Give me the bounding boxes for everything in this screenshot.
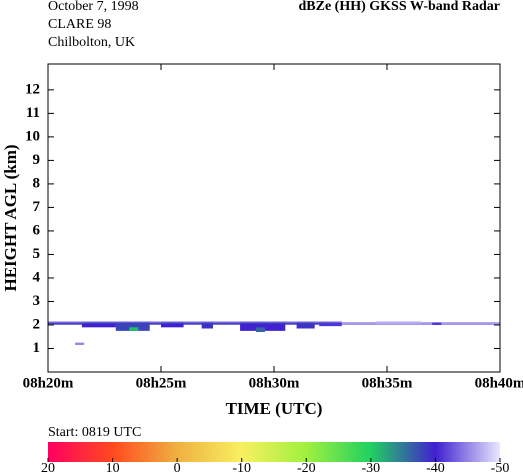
radar-cell (255, 327, 265, 333)
radar-cell (75, 342, 85, 345)
colorbar-tick-label: 20 (41, 461, 55, 476)
y-tick-label: 9 (33, 152, 41, 168)
colorbar-tick-label: -30 (362, 461, 381, 476)
x-tick-label: 08h20m (23, 375, 74, 391)
radar-cell (81, 322, 116, 328)
y-tick-label: 8 (33, 175, 41, 191)
chart-title: dBZe (HH) GKSS W-band Radar (299, 0, 501, 14)
x-tick-label: 08h30m (249, 375, 300, 391)
colorbar (48, 442, 500, 462)
y-tick-label: 12 (25, 81, 40, 97)
x-axis-label: TIME (UTC) (226, 399, 323, 418)
radar-cell (115, 322, 150, 331)
y-tick-label: 7 (33, 199, 41, 215)
x-tick-label: 08h35m (362, 375, 413, 391)
y-tick-label: 1 (33, 340, 41, 356)
radar-cell (240, 322, 286, 331)
header-campaign: CLARE 98 (48, 17, 111, 32)
y-tick-label: 10 (25, 128, 40, 144)
y-tick-label: 11 (26, 105, 40, 121)
y-tick-label: 4 (33, 269, 41, 285)
x-tick-label: 08h25m (136, 375, 187, 391)
radar-cell (48, 322, 331, 325)
radar-cell (201, 322, 213, 329)
radar-cell (375, 321, 421, 324)
colorbar-tick-label: -40 (426, 461, 445, 476)
y-tick-label: 3 (33, 293, 41, 309)
colorbar-tick-label: -10 (232, 461, 251, 476)
colorbar-tick-label: 10 (106, 461, 120, 476)
x-tick-label: 08h40m (475, 375, 523, 391)
radar-cell (432, 322, 442, 325)
y-tick-label: 5 (33, 246, 41, 262)
header-date: October 7, 1998 (48, 0, 139, 14)
radar-cell (319, 322, 342, 327)
radar-cell (296, 322, 315, 329)
colorbar-tick-label: -50 (491, 461, 510, 476)
radar-cell (129, 327, 139, 331)
y-axis-label: HEIGHT AGL (km) (1, 144, 20, 291)
start-label: Start: 0819 UTC (48, 425, 141, 440)
y-tick-label: 2 (33, 316, 41, 332)
header-site: Chilbolton, UK (48, 35, 135, 50)
colorbar-tick-label: 0 (174, 461, 181, 476)
colorbar-tick-label: -20 (297, 461, 316, 476)
y-tick-label: 6 (33, 222, 41, 238)
radar-cell (161, 322, 184, 328)
